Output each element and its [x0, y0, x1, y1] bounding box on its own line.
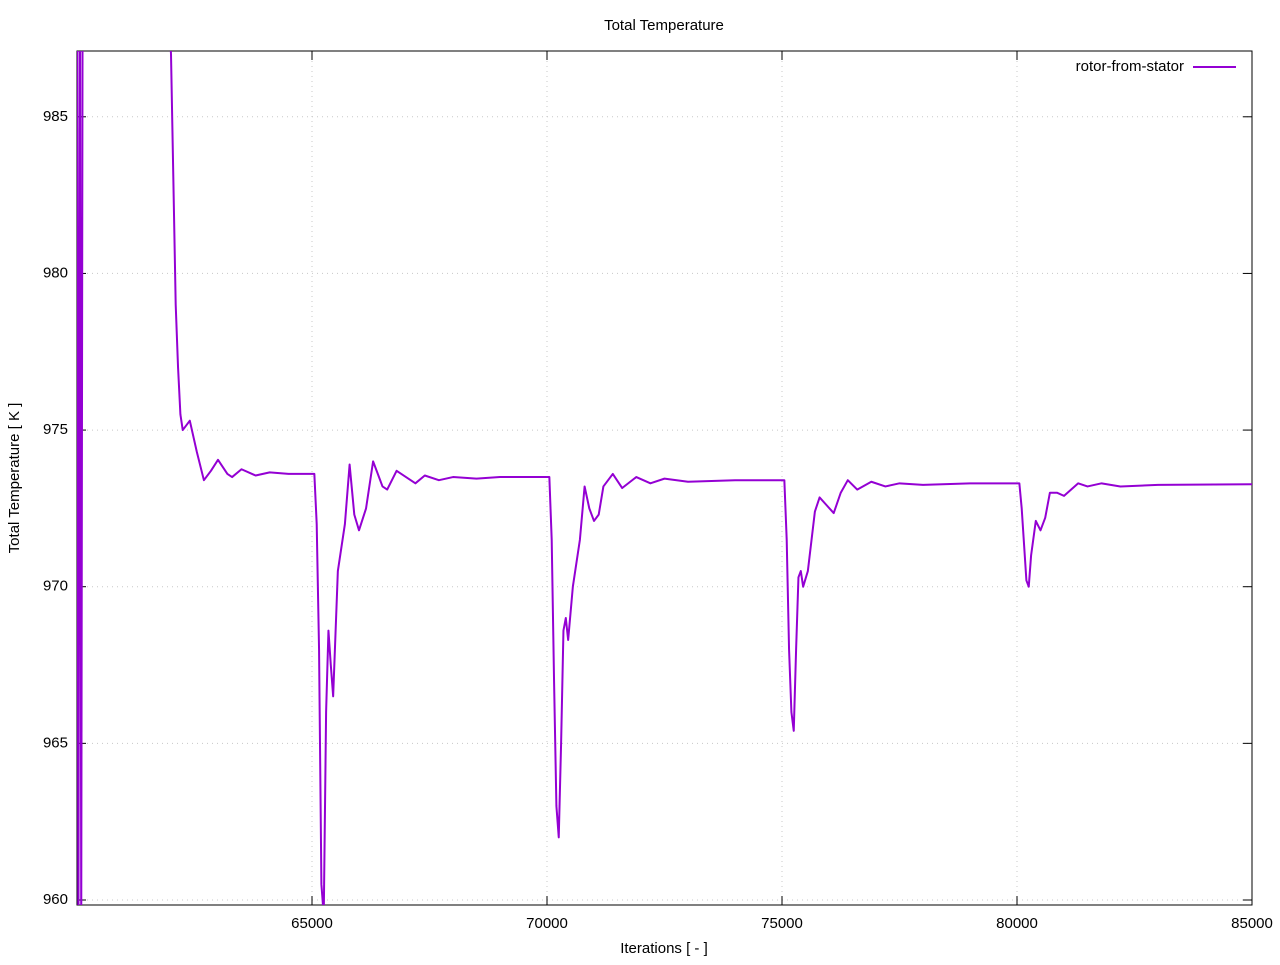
y-axis-label: Total Temperature [ K ] [6, 403, 23, 554]
y-tick-label: 960 [43, 891, 68, 908]
x-tick-label: 65000 [291, 915, 333, 932]
y-tick-label: 965 [43, 734, 68, 751]
x-tick-label: 75000 [761, 915, 803, 932]
x-axis-label: Iterations [ - ] [620, 940, 708, 957]
y-tick-label: 975 [43, 421, 68, 438]
x-tick-label: 70000 [526, 915, 568, 932]
x-tick-label: 80000 [996, 915, 1038, 932]
y-tick-label: 970 [43, 578, 68, 595]
line-series [77, 51, 1252, 905]
x-tick-label: 85000 [1231, 915, 1273, 932]
y-tick-label: 980 [43, 264, 68, 281]
chart-title: Total Temperature [604, 17, 724, 34]
legend-label: rotor-from-stator [1076, 58, 1184, 75]
y-tick-label: 985 [43, 108, 68, 125]
